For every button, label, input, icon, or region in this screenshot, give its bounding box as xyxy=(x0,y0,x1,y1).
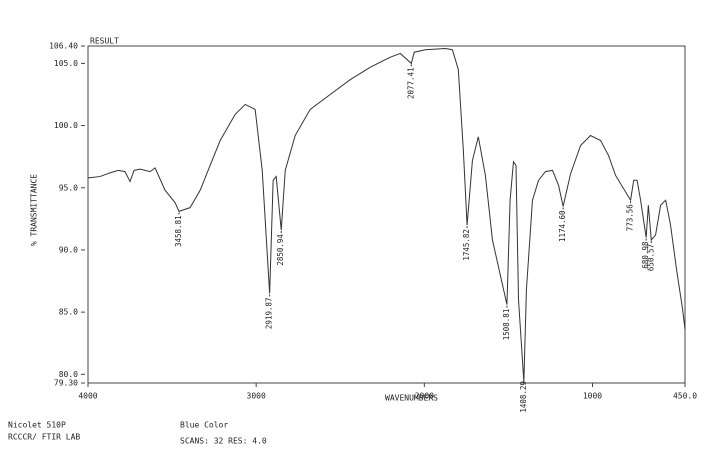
chart-title: RESULT xyxy=(90,37,119,46)
peak-label: 773.56 xyxy=(626,204,635,232)
peak-label: 2919.87 xyxy=(265,297,274,329)
y-tick-label: 90.0 xyxy=(59,245,78,254)
y-tick-label: 105.0 xyxy=(54,59,78,68)
x-tick-label: 2000 xyxy=(415,392,434,401)
spectrum-line xyxy=(87,47,686,382)
lab: RCCCR/ FTIR LAB xyxy=(8,433,80,442)
x-tick-label: 4000 xyxy=(78,392,97,401)
x-axis-label: WAVENUMBERS xyxy=(385,394,438,403)
y-tick-label: 79.30 xyxy=(54,379,78,388)
sample: Blue Color xyxy=(180,421,228,430)
y-axis-label: % TRANSMITTANCE xyxy=(30,174,39,246)
peak-label: 2077.41 xyxy=(406,67,415,99)
peak-label: 1745.82 xyxy=(462,229,471,261)
peak-label: 680.98 xyxy=(641,241,650,269)
peak-label: 3458.81 xyxy=(174,215,183,247)
peak-label: 1408.29 xyxy=(519,381,528,413)
plot-frame xyxy=(87,45,686,384)
y-tick-label: 95.0 xyxy=(59,183,78,192)
x-tick-label: 3000 xyxy=(247,392,266,401)
peak-label: 1174.60 xyxy=(558,210,567,242)
y-tick-label: 80.0 xyxy=(59,370,78,379)
peak-label: 2850.94 xyxy=(276,234,285,266)
y-tick-label: 85.0 xyxy=(59,308,78,317)
y-tick-label: 100.0 xyxy=(54,121,78,130)
y-tick-label: 106.40 xyxy=(49,42,78,51)
peak-label: 1508.81 xyxy=(502,309,511,341)
instrument: Nicolet 510P xyxy=(8,421,66,430)
peak-label: 650.57 xyxy=(646,244,655,271)
settings: SCANS: 32 RES: 4.0 xyxy=(180,437,267,446)
x-tick-label: 1000 xyxy=(583,392,602,401)
x-tick-label: 450.0 xyxy=(673,392,697,401)
